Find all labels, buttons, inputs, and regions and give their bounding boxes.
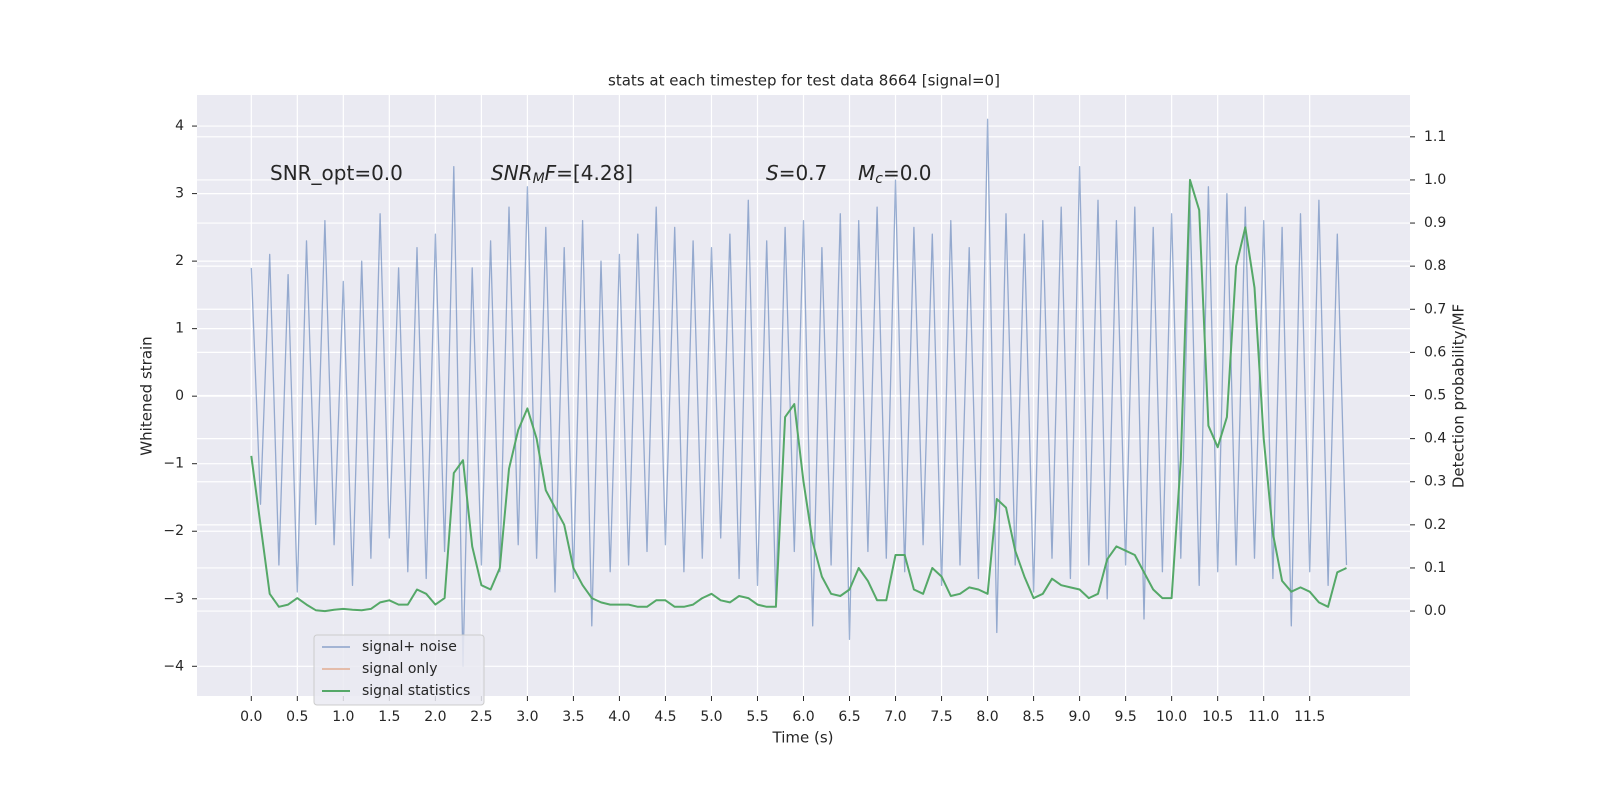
y2-tick-label: 0.3 <box>1424 474 1446 490</box>
y-tick-label: −3 <box>163 591 184 607</box>
x-tick-label: 10.0 <box>1156 709 1187 725</box>
x-tick-label: 8.5 <box>1022 709 1044 725</box>
annotation: Mc=0.0 <box>858 161 932 188</box>
x-tick-label: 7.0 <box>884 709 906 725</box>
x-tick-label: 1.0 <box>332 709 354 725</box>
legend-box <box>313 634 485 706</box>
x-tick-label: 3.5 <box>562 709 584 725</box>
x-tick-label: 4.0 <box>608 709 630 725</box>
y-axis-label: Whitened strain <box>138 336 156 455</box>
y2-tick-label: 1.1 <box>1424 129 1446 145</box>
x-tick-label: 10.5 <box>1202 709 1233 725</box>
y2-tick-label: 0.4 <box>1424 431 1446 447</box>
y-tick-label: 1 <box>175 321 184 337</box>
x-tick-label: 3.0 <box>516 709 538 725</box>
y-tick-label: −2 <box>163 523 184 539</box>
x-tick-label: 9.0 <box>1068 709 1090 725</box>
annotation-part: =0.7 <box>779 161 828 185</box>
x-tick-label: 0.5 <box>286 709 308 725</box>
y-tick-label: 0 <box>175 388 184 404</box>
x-tick-label: 2.5 <box>470 709 492 725</box>
annotation-part: =[4.28] <box>556 161 633 185</box>
annotation-part: F <box>545 161 557 185</box>
y2-tick-label: 0.2 <box>1424 517 1446 533</box>
chart-title: stats at each timestep for test data 866… <box>608 72 1000 90</box>
series-line <box>250 118 1348 667</box>
y2-tick-label: 0.7 <box>1424 301 1446 317</box>
x-tick-label: 6.0 <box>792 709 814 725</box>
y-tick-label: 2 <box>175 253 184 269</box>
y-tick-label: −1 <box>163 456 184 472</box>
legend-label: signal+ noise <box>362 639 457 655</box>
series-line <box>250 178 1347 613</box>
annotation-part: =0.0 <box>883 161 932 185</box>
x-tick-label: 5.5 <box>746 709 768 725</box>
x-tick-label: 8.0 <box>976 709 998 725</box>
x-tick-label: 11.5 <box>1294 709 1325 725</box>
legend-label: signal statistics <box>362 683 470 699</box>
annotation-part: M <box>858 161 875 185</box>
y2-tick-label: 0.5 <box>1424 388 1446 404</box>
x-tick-label: 0.0 <box>240 709 262 725</box>
y2-axis-label: Detection probability/MF <box>1450 304 1468 488</box>
y2-tick-label: 0.8 <box>1424 258 1446 274</box>
y2-tick-label: 0.0 <box>1424 603 1446 619</box>
x-tick-label: 9.5 <box>1114 709 1136 725</box>
x-tick-label: 1.5 <box>378 709 400 725</box>
y-tick-label: 3 <box>175 186 184 202</box>
annotation-part: SNR_opt=0.0 <box>270 161 403 185</box>
x-tick-label: 7.5 <box>930 709 952 725</box>
x-tick-label: 5.0 <box>700 709 722 725</box>
y2-tick-label: 0.6 <box>1424 344 1446 360</box>
x-axis-label: Time (s) <box>772 729 834 747</box>
annotation-part: c <box>875 171 883 187</box>
annotation-part: SNR <box>491 161 533 185</box>
legend-label: signal only <box>362 661 437 677</box>
x-tick-label: 4.5 <box>654 709 676 725</box>
y-tick-label: 4 <box>175 118 184 134</box>
annotation: SNRMF=[4.28] <box>491 161 633 188</box>
x-tick-label: 2.0 <box>424 709 446 725</box>
y2-tick-label: 1.0 <box>1424 172 1446 188</box>
y-tick-label: −4 <box>163 658 184 674</box>
y2-tick-label: 0.1 <box>1424 560 1446 576</box>
y2-tick-label: 0.9 <box>1424 215 1446 231</box>
x-tick-label: 11.0 <box>1248 709 1279 725</box>
annotation-part: S <box>766 161 779 185</box>
annotation-part: M <box>533 171 545 187</box>
annotation: S=0.7 <box>766 161 827 185</box>
x-tick-label: 6.5 <box>838 709 860 725</box>
annotation: SNR_opt=0.0 <box>270 161 403 185</box>
